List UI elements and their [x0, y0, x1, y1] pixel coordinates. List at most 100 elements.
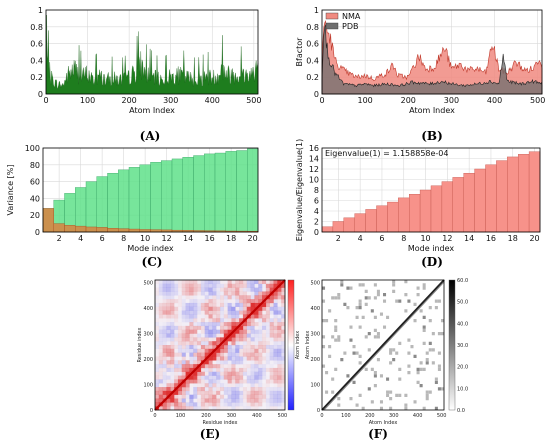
- contact-cell: [428, 390, 432, 394]
- heatmap-cell: [216, 333, 221, 338]
- contact-cell: [413, 302, 417, 306]
- heatmap-cell: [174, 390, 179, 395]
- heatmap-cell: [155, 299, 159, 303]
- x-tick-label: 12: [162, 234, 172, 243]
- heatmap-cell: [204, 329, 209, 334]
- heatmap-cell: [224, 383, 228, 387]
- y-tick-label: 100: [143, 383, 153, 389]
- heatmap-cell: [204, 352, 209, 357]
- contact-cell: [422, 328, 426, 332]
- heatmap-cell: [254, 287, 259, 292]
- heatmap-cell: [166, 356, 171, 361]
- bar-cumulative: [150, 162, 162, 233]
- heatmap-cell: [265, 333, 270, 338]
- heatmap-cell: [200, 348, 205, 353]
- plot-frame: [154, 279, 286, 411]
- heatmap-cell: [258, 295, 263, 300]
- heatmap-cell: [174, 295, 178, 299]
- heatmap-cell: [227, 394, 232, 399]
- heatmap-cell: [239, 398, 244, 403]
- heatmap-cell: [204, 383, 209, 388]
- bar: [419, 189, 432, 233]
- heatmap-cell: [242, 302, 247, 307]
- heatmap-cell: [197, 345, 201, 349]
- heatmap-cell: [246, 302, 251, 307]
- heatmap-cell: [204, 322, 209, 327]
- heatmap-cell: [231, 306, 236, 311]
- heatmap-cell: [193, 364, 198, 369]
- x-tick-label: 300: [444, 96, 459, 105]
- heatmap-cell: [189, 302, 194, 307]
- heatmap-cell: [155, 356, 160, 361]
- heatmap-cell: [185, 345, 190, 350]
- heatmap-cell: [177, 364, 182, 369]
- heatmap-cell: [189, 329, 194, 334]
- heatmap-cell: [200, 375, 205, 380]
- heatmap-cell: [212, 310, 217, 315]
- heatmap-cell: [277, 322, 282, 327]
- heatmap-cell: [162, 283, 167, 288]
- heatmap-cell: [250, 314, 255, 319]
- contact-cell: [358, 393, 362, 397]
- heatmap-cell: [281, 287, 286, 292]
- heatmap-cell: [281, 345, 286, 350]
- heatmap-cell: [200, 280, 205, 285]
- heatmap-cell: [254, 326, 258, 330]
- heatmap-cell: [216, 352, 221, 357]
- x-tick-label: 20: [248, 234, 258, 243]
- heatmap-cell: [277, 280, 282, 285]
- heatmap-cell: [155, 367, 160, 372]
- heatmap-cell: [216, 360, 221, 365]
- legend-swatch-pdb: [325, 22, 339, 30]
- heatmap-cell: [204, 310, 209, 315]
- heatmap-cell: [216, 322, 221, 327]
- heatmap-cell: [208, 280, 213, 285]
- heatmap-cell: [223, 283, 228, 288]
- y-tick-label: 400: [310, 306, 320, 312]
- heatmap-cell: [258, 322, 262, 326]
- heatmap-cell: [177, 387, 182, 392]
- heatmap-cell: [204, 314, 209, 319]
- heatmap-cell: [200, 383, 205, 388]
- heatmap-cell: [258, 337, 263, 342]
- bar: [463, 172, 475, 233]
- heatmap-cell: [281, 299, 286, 304]
- heatmap-cell: [277, 367, 282, 372]
- heatmap-cell: [159, 383, 163, 387]
- heatmap-cell: [166, 283, 171, 288]
- heatmap-cell: [212, 364, 217, 369]
- heatmap-cell: [197, 367, 202, 372]
- y-tick-label: 0: [150, 408, 153, 414]
- heatmap-cell: [216, 280, 221, 285]
- contact-cell: [352, 345, 356, 349]
- heatmap-cell: [262, 325, 267, 330]
- heatmap-cell: [170, 310, 175, 315]
- heatmap-cell: [162, 280, 167, 285]
- heatmap-cell: [185, 333, 190, 338]
- x-tick-label: 14: [464, 234, 474, 243]
- legend-swatch-nma: [325, 12, 339, 20]
- contact-cell: [370, 309, 374, 313]
- contact-cell: [398, 367, 402, 371]
- heatmap-cell: [227, 387, 232, 392]
- bar: [507, 156, 519, 233]
- contact-cell: [398, 393, 402, 397]
- heatmap-cell: [208, 295, 213, 300]
- heatmap-cell: [186, 322, 190, 326]
- heatmap-cell: [220, 367, 225, 372]
- heatmap-cell: [197, 291, 202, 296]
- heatmap-cell: [220, 394, 225, 399]
- heatmap-cell: [189, 306, 194, 311]
- heatmap-cell: [239, 325, 244, 330]
- x-tick-label: 10: [420, 234, 430, 243]
- heatmap-cell: [223, 371, 228, 376]
- contact-cell: [358, 361, 362, 365]
- heatmap-cell: [265, 329, 270, 334]
- contact-cell: [386, 315, 390, 319]
- heatmap-cell: [158, 364, 163, 369]
- heatmap-cell: [193, 295, 197, 299]
- heatmap-cell: [223, 356, 228, 361]
- heatmap-cell: [269, 394, 274, 399]
- colorbar-tick-label: 20.0: [457, 365, 468, 371]
